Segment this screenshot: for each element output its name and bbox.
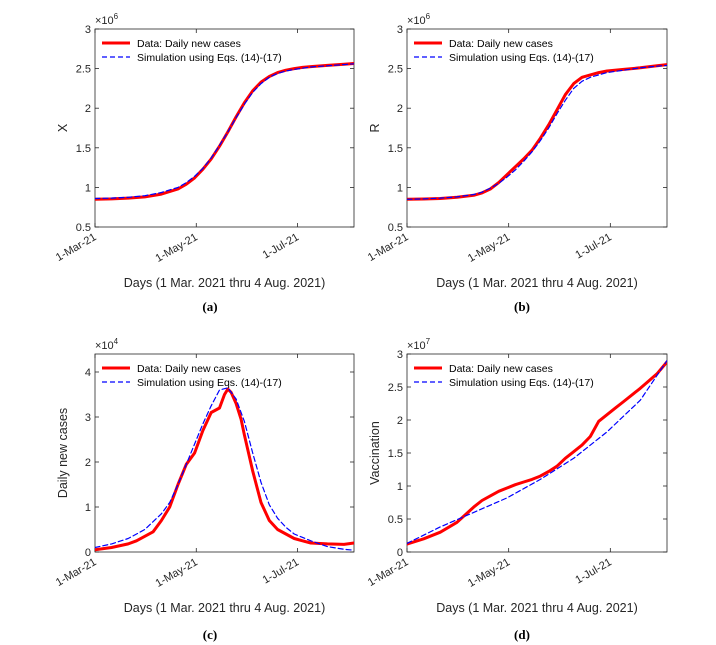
axis-exponent: ×106 [407,12,431,27]
chart-panel-4: 0 0.5 1 1.5 2 2.5 3 1-Mar-21 1-May-21 1-Jul-21 ×10… [366,337,668,642]
series-data-line [407,63,667,201]
y-tick-label: 0.5 [388,514,403,526]
axes-box [406,28,668,228]
x-axis-label: Days (1 Mar. 2021 thru 4 Aug. 2021) [124,276,326,290]
axis-exponent: ×107 [407,337,431,352]
y-tick-label: 1 [397,182,403,194]
x-tick-label: 1-May-21 [154,556,200,590]
chart-panel-2: 0.5 1 1.5 2 2.5 3 1-Mar-21 1-May-21 1-Jul-21 ×106… [366,12,668,314]
axis-exponent: ×104 [95,337,119,352]
x-tick-label: 1-Mar-21 [54,231,99,264]
legend-label: Simulation using Eqs. (14)-(17) [449,52,594,64]
panel-caption: (b) [514,299,530,314]
legend-label: Simulation using Eqs. (14)-(17) [137,377,282,389]
y-tick-label: 1 [85,182,91,194]
y-axis-label: Daily new cases [56,408,70,498]
x-tick-label: 1-Jul-21 [573,556,613,586]
x-tick-label: 1-Mar-21 [366,556,411,589]
x-axis-label: Days (1 Mar. 2021 thru 4 Aug. 2021) [124,601,326,615]
x-tick-label: 1-Jul-21 [261,231,301,261]
axes-box [94,28,355,228]
panel-caption: (a) [202,299,217,314]
x-tick-label: 1-Jul-21 [261,556,301,586]
axis-exponent: ×106 [95,12,119,27]
y-tick-label: 4 [85,367,91,379]
panel-caption: (d) [514,627,530,642]
y-tick-label: 1 [85,502,91,514]
y-tick-label: 1.5 [388,143,403,155]
x-tick-label: 1-Mar-21 [54,556,99,589]
legend-label: Data: Daily new cases [449,363,553,375]
y-tick-label: 3 [397,24,403,36]
y-tick-label: 2 [397,415,403,427]
y-tick-label: 1.5 [76,143,91,155]
series-simulation-line [95,63,354,200]
x-tick-label: 1-May-21 [466,556,512,590]
y-axis-label: Vaccination [368,421,382,485]
y-tick-label: 2 [85,103,91,115]
y-tick-label: 1.5 [388,448,403,460]
y-tick-label: 0 [397,547,403,559]
y-tick-label: 2.5 [388,64,403,76]
x-axis-label: Days (1 Mar. 2021 thru 4 Aug. 2021) [436,276,638,290]
y-tick-label: 3 [85,24,91,36]
chart-panel-1: 0.5 1 1.5 2 2.5 3 1-Mar-21 1-May-21 1-Jul-21 ×106… [54,12,355,314]
y-tick-label: 0.5 [76,222,91,234]
series-simulation-line [407,64,667,200]
panel-caption: (c) [203,627,217,642]
series-data-line [95,62,354,201]
chart-panel-3: 0 1 2 3 4 1-Mar-21 1-May-21 1-Jul-21 ×104 Daily n… [54,337,355,642]
y-tick-label: 2.5 [76,64,91,76]
y-axis-label: R [368,123,382,132]
legend-label: Simulation using Eqs. (14)-(17) [137,52,282,64]
y-tick-label: 2 [397,103,403,115]
series-simulation-line [407,360,667,545]
series-simulation-line [95,387,354,551]
y-tick-label: 0.5 [388,222,403,234]
y-axis-label: X [56,123,70,132]
series-data-line [95,387,354,552]
y-tick-label: 1 [397,481,403,493]
legend-label: Data: Daily new cases [137,363,241,375]
y-tick-label: 2.5 [388,382,403,394]
y-tick-label: 2 [85,457,91,469]
x-tick-label: 1-May-21 [154,231,200,265]
y-tick-label: 0 [85,547,91,559]
x-tick-label: 1-Mar-21 [366,231,411,264]
series-data-line [407,360,667,546]
y-tick-label: 3 [397,349,403,361]
x-axis-label: Days (1 Mar. 2021 thru 4 Aug. 2021) [436,601,638,615]
axes-box [94,353,355,553]
legend-label: Data: Daily new cases [137,38,241,50]
y-tick-label: 3 [85,412,91,424]
legend-label: Data: Daily new cases [449,38,553,50]
legend-label: Simulation using Eqs. (14)-(17) [449,377,594,389]
x-tick-label: 1-Jul-21 [573,231,613,261]
x-tick-label: 1-May-21 [466,231,512,265]
